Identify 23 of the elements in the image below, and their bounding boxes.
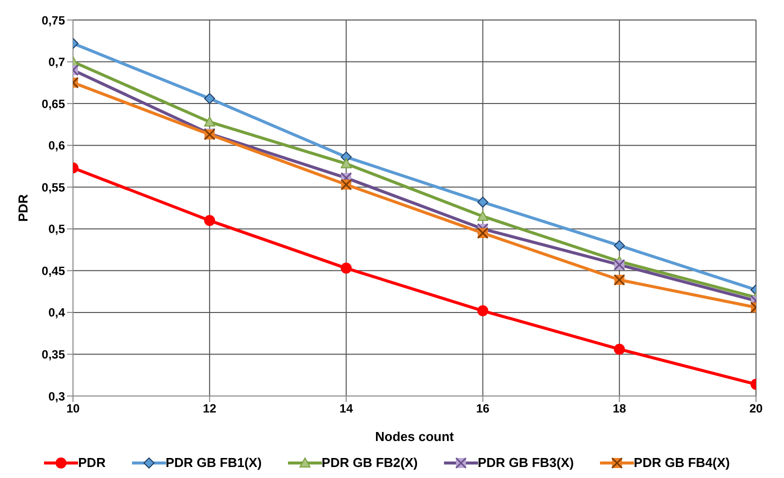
x-tick-label: 18 xyxy=(612,402,626,416)
y-tick-label: 0,5 xyxy=(48,222,66,236)
y-tick-label: 0,4 xyxy=(48,306,66,320)
y-tick-label: 0,55 xyxy=(42,180,66,194)
y-tick-label: 0,6 xyxy=(48,138,66,153)
y-tick-label: 0,7 xyxy=(48,55,66,70)
x-tick-label: 10 xyxy=(66,402,80,416)
legend-label: PDR GB FB2(X) xyxy=(322,455,418,470)
y-tick-label: 0,75 xyxy=(42,13,66,28)
legend-label: PDR GB FB4(X) xyxy=(634,455,730,470)
y-axis-title: PDR xyxy=(16,194,31,222)
x-tick-label: 20 xyxy=(749,402,763,416)
legend-label: PDR GB FB3(X) xyxy=(478,455,574,470)
x-tick-label: 16 xyxy=(476,402,490,416)
y-tick-label: 0,35 xyxy=(42,347,66,362)
y-tick-label: 0,3 xyxy=(48,389,66,404)
x-axis-title: Nodes count xyxy=(375,429,455,444)
y-tick-label: 0,45 xyxy=(42,264,66,278)
x-tick-label: 12 xyxy=(202,402,217,416)
legend-label: PDR xyxy=(78,455,106,470)
x-tick-label: 14 xyxy=(340,402,354,416)
y-tick-label: 0,65 xyxy=(42,96,66,111)
legend-label: PDR GB FB1(X) xyxy=(166,455,262,470)
